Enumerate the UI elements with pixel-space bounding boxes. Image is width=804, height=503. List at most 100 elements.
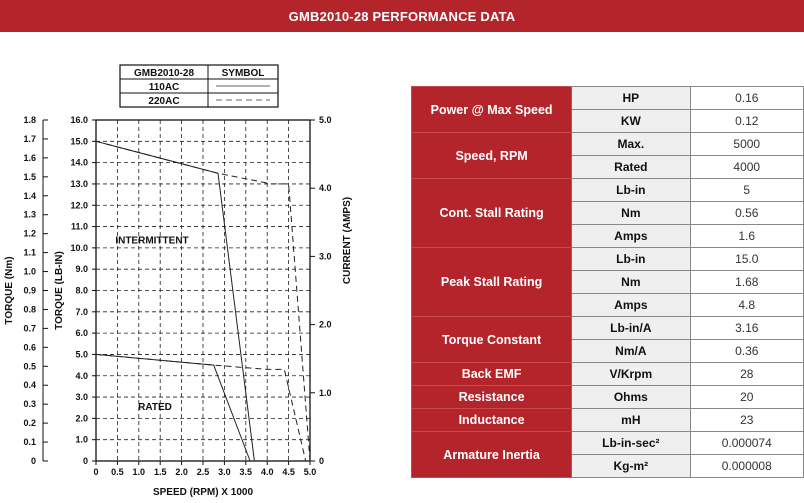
- annotation-intermittent: INTERMITTENT: [115, 236, 188, 247]
- amp-tick-label: 5.0: [319, 115, 332, 125]
- spec-row: Inductance mH 23: [410, 408, 804, 432]
- lbin-tick-label: 6.0: [75, 328, 88, 338]
- legend-entry-label: 220AC: [148, 96, 179, 107]
- spec-row: Armature Inertia Lb-in-sec² 0.000074: [410, 431, 804, 478]
- lbin-tick-label: 16.0: [70, 115, 88, 125]
- spec-row: Cont. Stall Rating Lb-in 5: [410, 178, 804, 248]
- series-line-110ac-intermittent: [95, 140, 255, 462]
- page-title: GMB2010-28 PERFORMANCE DATA: [0, 0, 804, 32]
- spec-unit: Max.: [571, 132, 691, 156]
- lbin-tick-label: 11.0: [71, 222, 88, 232]
- annotation-rated: RATED: [138, 402, 172, 413]
- lbin-tick-label: 14.0: [70, 158, 88, 168]
- lbin-tick-label: 1.0: [75, 435, 88, 445]
- spec-table: Power @ Max Speed HP 0.16 KW 0.12 Speed, RPM M…: [410, 86, 804, 478]
- chart-labels: SPEED (RPM) X 1000 TORQUE (Nm) TORQUE (LB-…: [4, 197, 353, 498]
- nm-tick-label: 0.1: [23, 437, 36, 447]
- spec-value: 15.0: [689, 247, 804, 271]
- lbin-tick-label: 15.0: [70, 136, 88, 146]
- y-axis-title-nm: TORQUE (Nm): [4, 256, 15, 324]
- x-tick-label: 2.0: [175, 467, 188, 477]
- x-tick-label: 4.5: [282, 467, 295, 477]
- spec-unit: Lb-in: [571, 178, 691, 202]
- spec-row: Kg-m² 0.000008: [412, 454, 804, 478]
- series-line-110ac-rated: [95, 353, 251, 462]
- spec-row: Nm 1.68: [412, 270, 804, 294]
- x-tick-label: 0: [93, 467, 98, 477]
- lbin-tick-label: 12.0: [70, 200, 88, 210]
- lbin-tick-label: 3.0: [75, 392, 88, 402]
- spec-row: Speed, RPM Max. 5000: [410, 132, 804, 179]
- spec-unit: Lb-in: [571, 247, 691, 271]
- spec-value: 4.8: [689, 293, 804, 317]
- spec-value: 5000: [689, 132, 804, 156]
- spec-row: Amps 4.8: [412, 293, 804, 317]
- spec-row: Torque Constant Lb-in/A 3.16: [410, 316, 804, 363]
- spec-value: 1.68: [689, 270, 804, 294]
- spec-value: 23: [689, 408, 804, 432]
- chart-ticks: 0 0.5 1.0 1.5 2.0 2.5 3.0 3.5 4.0 4.5 5.0 16.0 15.0 1…: [23, 115, 331, 477]
- spec-value: 0.000074: [689, 431, 804, 455]
- spec-unit: mH: [571, 408, 691, 432]
- spec-unit: Lb-in-sec²: [571, 431, 691, 455]
- spec-unit: Nm: [571, 201, 691, 225]
- spec-group-label: Resistance: [410, 385, 573, 409]
- chart-series: [95, 140, 311, 462]
- spec-unit: Nm: [571, 270, 691, 294]
- lbin-tick-label: 10.0: [70, 243, 88, 253]
- nm-tick-label: 0.8: [23, 304, 36, 314]
- spec-unit: Amps: [571, 224, 691, 248]
- chart-legend: GMB2010-28 SYMBOL 110AC 220AC: [119, 64, 279, 108]
- nm-tick-label: 1.2: [23, 229, 36, 239]
- spec-value: 0.36: [689, 339, 804, 363]
- spec-group-label: Peak Stall Rating: [410, 247, 573, 317]
- spec-row: Resistance Ohms 20: [410, 385, 804, 409]
- spec-value: 0.16: [689, 86, 804, 110]
- spec-row: Rated 4000: [412, 155, 804, 179]
- nm-tick-label: 1.1: [23, 248, 36, 258]
- spec-group-label: Torque Constant: [410, 316, 573, 363]
- nm-tick-label: 0.6: [23, 342, 36, 352]
- spec-value: 0.000008: [689, 454, 804, 478]
- nm-tick-label: 0: [31, 456, 36, 466]
- spec-unit: HP: [571, 86, 691, 110]
- spec-row: Peak Stall Rating Lb-in 15.0: [410, 247, 804, 317]
- nm-tick-label: 0.3: [23, 399, 36, 409]
- nm-tick-label: 1.6: [23, 153, 36, 163]
- spec-unit: Nm/A: [571, 339, 691, 363]
- spec-value: 3.16: [689, 316, 804, 340]
- lbin-tick-label: 13.0: [70, 179, 88, 189]
- lbin-tick-label: 5.0: [75, 349, 88, 359]
- nm-tick-label: 1.3: [23, 210, 36, 220]
- spec-value: 5: [689, 178, 804, 202]
- spec-row: Power @ Max Speed HP 0.16: [410, 86, 804, 133]
- nm-tick-label: 1.0: [23, 267, 36, 277]
- legend-header-symbol: SYMBOL: [222, 68, 265, 79]
- nm-tick-label: 0.5: [23, 361, 36, 371]
- x-axis-title: SPEED (RPM) X 1000: [153, 487, 253, 498]
- amp-tick-label: 2.0: [319, 320, 332, 330]
- spec-unit: Lb-in/A: [571, 316, 691, 340]
- lbin-tick-label: 4.0: [75, 371, 88, 381]
- spec-unit: Kg-m²: [571, 454, 691, 478]
- y-axis-title-lbin: TORQUE (LB-IN): [54, 251, 65, 330]
- amp-tick-label: 3.0: [319, 251, 332, 261]
- x-tick-label: 4.0: [261, 467, 274, 477]
- x-tick-label: 0.5: [111, 467, 124, 477]
- spec-group-label: Armature Inertia: [410, 431, 573, 478]
- spec-value: 0.56: [689, 201, 804, 225]
- spec-group-label: Back EMF: [410, 362, 573, 386]
- spec-group-label: Inductance: [410, 408, 573, 432]
- nm-tick-label: 0.9: [23, 286, 36, 296]
- x-tick-label: 3.5: [240, 467, 253, 477]
- spec-group-label: Cont. Stall Rating: [410, 178, 573, 248]
- spec-value: 20: [689, 385, 804, 409]
- lbin-tick-label: 9.0: [75, 264, 88, 274]
- nm-tick-label: 1.4: [23, 191, 36, 201]
- spec-unit: Amps: [571, 293, 691, 317]
- spec-group-label: Speed, RPM: [410, 132, 573, 179]
- series-line-220ac-rated: [95, 353, 307, 462]
- nm-tick-label: 0.7: [23, 323, 36, 333]
- nm-tick-label: 1.5: [23, 172, 36, 182]
- spec-value: 0.12: [689, 109, 804, 133]
